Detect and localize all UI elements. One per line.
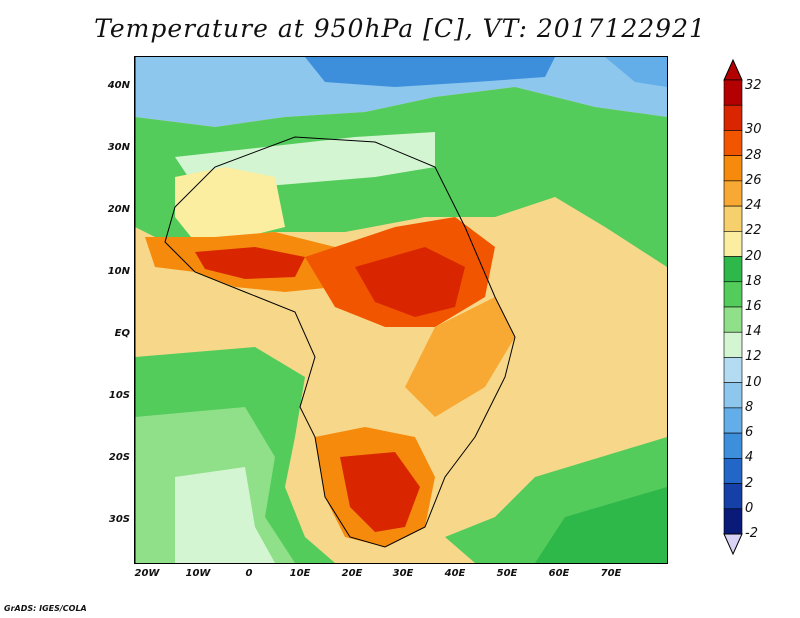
colorbar-label: 30: [745, 122, 762, 138]
colorbar-swatch: [723, 306, 743, 333]
colorbar-label: 2: [745, 475, 754, 491]
colorbar-swatch: [723, 458, 743, 484]
colorbar-swatch: [723, 508, 743, 535]
colorbar-label: 8: [745, 399, 754, 415]
colorbar-label: 4: [745, 450, 754, 466]
lon-label: 0: [245, 568, 253, 579]
colorbar-swatch: [723, 104, 743, 131]
map-title: Temperature at 950hPa [C], VT: 201712292…: [94, 14, 706, 43]
lat-label: 30S: [108, 514, 130, 525]
colorbar-bottom-arrow: [723, 533, 743, 556]
colorbar-label: 12: [745, 349, 762, 365]
lon-label: 10E: [289, 568, 311, 579]
lon-label: 20E: [341, 568, 363, 579]
colorbar-swatch: [723, 180, 743, 207]
colorbar-swatch: [723, 357, 743, 383]
colorbar-label: 24: [745, 198, 762, 214]
colorbar-swatch: [723, 483, 743, 510]
colorbar-swatch: [723, 432, 743, 459]
colorbar-label: 32: [745, 78, 762, 93]
colorbar-label: -2: [745, 526, 758, 541]
lon-label: 70E: [600, 568, 622, 579]
colorbar-label: 10: [745, 374, 762, 390]
colorbar-label: 26: [745, 172, 762, 188]
colorbar-swatch: [723, 331, 743, 358]
colorbar-label: 0: [745, 500, 754, 516]
lat-label: EQ: [114, 328, 130, 339]
colorbar-swatch: [723, 256, 743, 283]
colorbar: [723, 58, 743, 556]
colorbar-swatch: [723, 382, 743, 409]
lat-label: 30N: [107, 142, 130, 153]
lat-label: 40N: [107, 80, 130, 91]
lat-label: 20S: [108, 452, 130, 463]
lon-label: 40E: [444, 568, 466, 579]
map-canvas: [135, 57, 667, 563]
colorbar-label: 22: [745, 223, 762, 239]
lon-label: 30E: [392, 568, 414, 579]
temperature-map: [134, 56, 668, 564]
lat-label: 10S: [108, 390, 130, 401]
colorbar-swatch: [723, 130, 743, 156]
lon-label: 60E: [548, 568, 570, 579]
colorbar-top-arrow: [723, 58, 743, 81]
colorbar-label: 20: [745, 248, 762, 264]
lon-label: 20W: [134, 568, 160, 579]
colorbar-swatch: [723, 281, 743, 308]
colorbar-swatch: [723, 205, 743, 232]
colorbar-label: 28: [745, 147, 762, 163]
colorbar-label: 16: [745, 299, 762, 314]
colorbar-swatch: [723, 79, 743, 106]
grads-credit: GrADS: IGES/COLA: [4, 604, 87, 613]
colorbar-label: 14: [745, 324, 762, 340]
lon-label: 50E: [496, 568, 518, 579]
colorbar-swatch: [723, 155, 743, 182]
colorbar-swatch: [723, 231, 743, 257]
colorbar-swatch: [723, 407, 743, 434]
colorbar-label: 6: [745, 425, 754, 441]
lon-label: 10W: [185, 568, 211, 579]
lat-label: 10N: [107, 266, 130, 277]
lat-label: 20N: [107, 204, 130, 215]
colorbar-label: 18: [745, 273, 762, 289]
